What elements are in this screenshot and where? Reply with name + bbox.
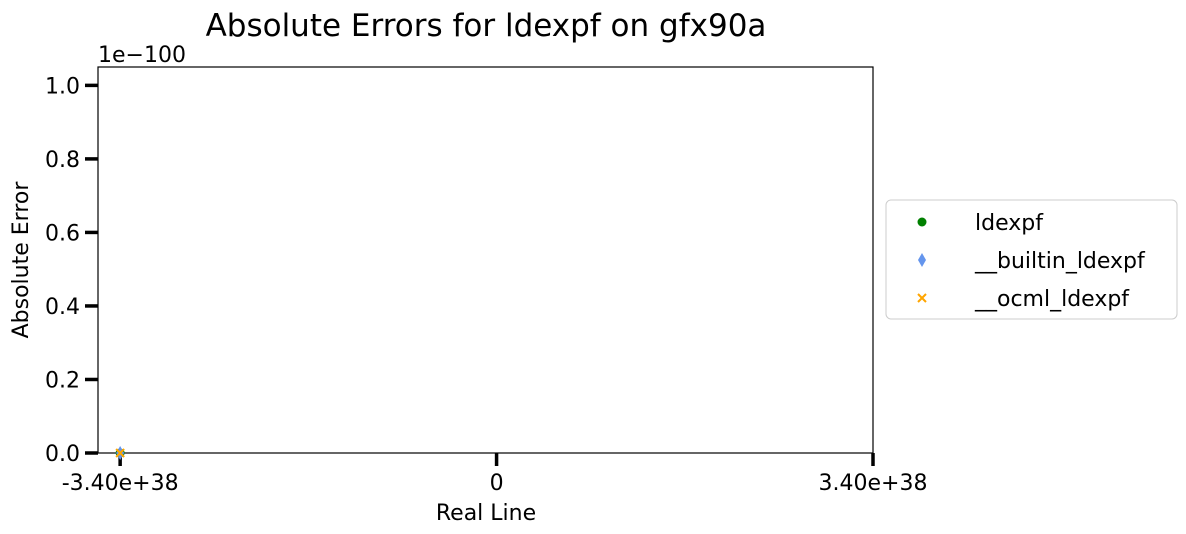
y-tick-label-0: 0.0 [45,442,80,467]
legend-label-2: __ocml_ldexpf [974,287,1130,312]
legend-label-1: __builtin_ldexpf [974,249,1146,274]
y-tick-label-3: 0.6 [45,221,80,246]
chart-title: Absolute Errors for ldexpf on gfx90a [206,8,767,44]
y-offset-text: 1e−100 [98,43,186,68]
x-tick-label-1: 0 [490,471,504,496]
plot-area [97,66,874,454]
data-points [115,446,125,460]
point-ocmlldexpf-0 [115,448,125,458]
legend: ldexpf __builtin_ldexpf __ocml_ldexpf [885,199,1178,320]
y-tick-label-5: 1.0 [45,74,80,99]
legend-box [885,199,1178,320]
legend-marker-1 [918,253,926,267]
x-tick-label-2: 3.40e+38 [819,471,928,496]
x-axis-label: Real Line [436,501,536,526]
x-tick-label-0: -3.40e+38 [62,471,179,496]
x-axis: -3.40e+38 0 3.40e+38 [62,453,928,496]
y-tick-label-1: 0.2 [45,368,80,393]
legend-marker-0 [917,217,927,227]
y-tick-label-4: 0.8 [45,148,80,173]
legend-label-0: ldexpf [975,211,1044,236]
legend-marker-2 [917,293,927,303]
y-axis: 0.0 0.2 0.4 0.6 0.8 1.0 [45,74,98,467]
y-tick-label-2: 0.4 [45,295,80,320]
y-axis-label: Absolute Error [9,181,34,339]
